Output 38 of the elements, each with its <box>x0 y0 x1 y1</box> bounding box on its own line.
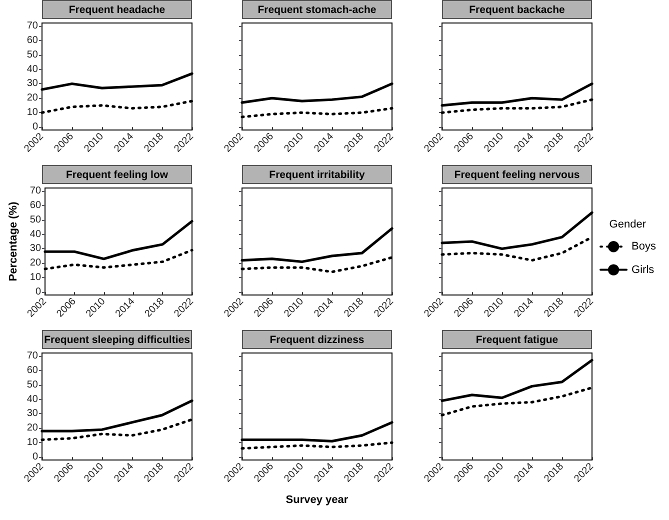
chart-title: Frequent fatigue <box>442 330 592 349</box>
y-tick-label: 10 <box>26 437 38 448</box>
y-tick-label: 0 <box>35 286 42 298</box>
chart-title: Frequent feeling low <box>42 165 192 184</box>
y-tick-label: 20 <box>26 92 38 104</box>
legend-label: Boys <box>632 240 656 253</box>
y-tick-label: 50 <box>30 214 42 226</box>
y-tick-label: 40 <box>30 228 42 240</box>
legend-title: Gender <box>609 218 646 230</box>
y-tick-label: 30 <box>26 78 38 90</box>
y-tick-label: 0 <box>32 452 38 463</box>
y-tick-label: 60 <box>30 200 42 211</box>
y-tick-label: 60 <box>26 364 38 376</box>
y-tick-label: 0 <box>32 122 38 133</box>
legend-label: Girls <box>632 264 655 276</box>
y-tick-label: 20 <box>26 422 38 434</box>
y-tick-label: 40 <box>26 64 38 75</box>
y-tick-label: 40 <box>26 394 38 405</box>
y-tick-label: 30 <box>30 243 42 254</box>
y-tick-label: 10 <box>30 272 42 284</box>
y-tick-label: 20 <box>30 258 42 269</box>
y-tick-label: 70 <box>26 350 38 362</box>
y-tick-label: 50 <box>26 49 38 60</box>
x-axis-title: Survey year <box>284 494 350 508</box>
y-tick-label: 70 <box>30 185 42 196</box>
y-tick-label: 30 <box>26 408 38 420</box>
chart-title: Frequent backache <box>442 0 592 19</box>
y-axis-title: Percentage (%) <box>8 201 20 282</box>
chart-title: Frequent stomach-ache <box>242 0 392 19</box>
chart-title: Frequent dizziness <box>242 330 392 349</box>
y-tick-label: 10 <box>26 107 38 118</box>
y-tick-label: 60 <box>26 34 38 46</box>
chart-title: Frequent headache <box>42 0 192 19</box>
chart-title: Frequent sleeping difficulties <box>42 330 192 349</box>
y-tick-label: 50 <box>26 379 38 390</box>
chart-title: Frequent feeling nervous <box>442 165 592 184</box>
chart-title: Frequent irritability <box>242 165 392 184</box>
y-tick-label: 70 <box>26 20 38 32</box>
